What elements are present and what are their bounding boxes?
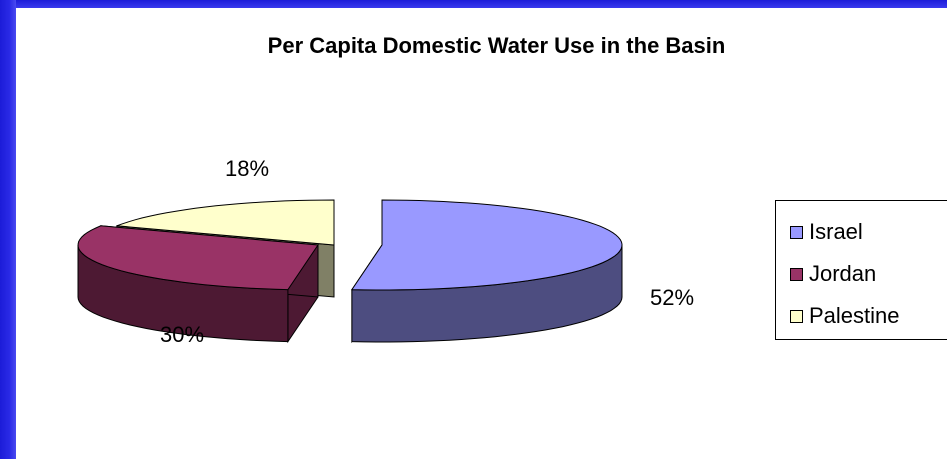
legend-swatch-israel <box>790 225 803 239</box>
legend-label-jordan: Jordan <box>809 261 877 286</box>
slice-top-palestine <box>116 199 335 246</box>
legend-item-jordan: Jordan <box>790 261 876 287</box>
chart-legend: Israel Jordan Palestine <box>775 200 947 340</box>
legend-label-israel: Israel <box>809 219 863 244</box>
legend-item-israel: Israel <box>790 219 863 245</box>
data-label-jordan: 30% <box>160 322 204 347</box>
slice-top-jordan <box>77 225 319 291</box>
chart-title: Per Capita Domestic Water Use in the Bas… <box>267 33 726 58</box>
legend-label-palestine: Palestine <box>809 303 900 328</box>
legend-swatch-palestine <box>790 309 803 323</box>
slice-top-israel <box>350 199 623 291</box>
data-label-israel: 52% <box>650 285 694 310</box>
legend-item-palestine: Palestine <box>790 303 900 329</box>
legend-swatch-jordan <box>790 267 803 281</box>
slide-top-border <box>0 0 947 8</box>
data-label-palestine: 18% <box>225 156 269 181</box>
slide-left-border <box>0 0 16 459</box>
